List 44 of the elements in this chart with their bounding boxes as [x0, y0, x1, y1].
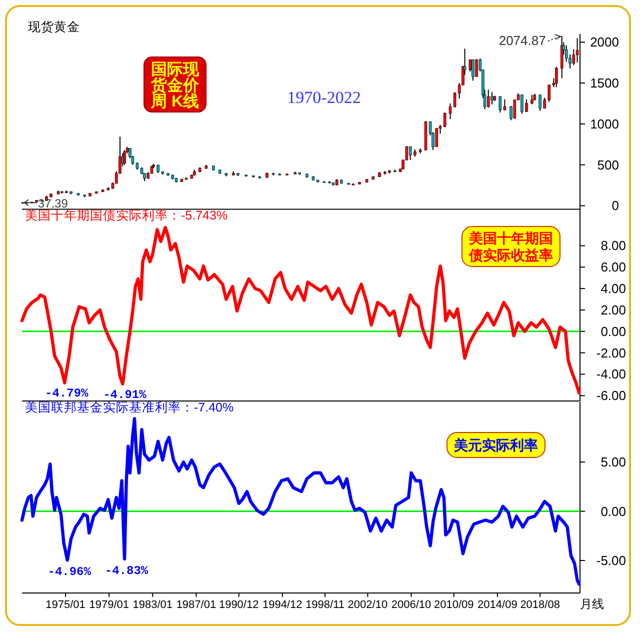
x-tick-label: 2002/10 — [348, 599, 388, 611]
y-tick-label: 0 — [612, 198, 619, 214]
x-tick-label: 1979/01 — [89, 599, 129, 611]
annotation: 美元实际利率 — [453, 437, 538, 454]
y-tick-label: 1000 — [590, 116, 619, 132]
annotation: -4.79% — [45, 386, 90, 401]
y-tick-label: 1500 — [590, 76, 619, 91]
y-tick-label: 2000 — [590, 34, 619, 50]
y-tick-label: 0.00 — [600, 324, 626, 339]
x-tick-label: 2010/09 — [434, 599, 474, 611]
label-box: 美元实际利率 — [446, 432, 546, 458]
annotation: 美国十年期国债实际收益率 — [468, 230, 553, 264]
text: 月线 — [580, 597, 604, 611]
annotation: -4.83% — [104, 564, 149, 578]
annotation: -4.91% — [103, 388, 148, 402]
x-tick-label: 1990/12 — [218, 599, 259, 611]
x-tick-label: 1987/01 — [176, 599, 216, 611]
annotation: 1970-2022 — [287, 88, 361, 107]
y-tick-label: 0.00 — [600, 504, 626, 519]
x-tick-label: 2014/09 — [478, 599, 518, 611]
y-tick-label: 8.00 — [600, 238, 626, 254]
y-tick-label: 5.00 — [600, 454, 626, 470]
annotation: 国际现货金价周 K线 — [150, 61, 200, 110]
x-tick-label: 1994/12 — [262, 599, 302, 611]
y-tick-label: 4.00 — [600, 281, 626, 296]
x-tick-label: 1975/01 — [46, 599, 86, 611]
y-tick-label: -2.00 — [596, 345, 626, 360]
y-tick-label: -6.00 — [596, 388, 626, 404]
annotation: -4.96% — [48, 565, 92, 580]
x-tick-label: 1998/11 — [306, 599, 345, 611]
y-tick-label: -4.00 — [596, 366, 626, 382]
annotation: 2074.87 — [498, 33, 546, 48]
y-tick-label: 6.00 — [600, 260, 626, 275]
x-tick-label: 1983/01 — [132, 599, 173, 611]
line-series — [20, 417, 581, 586]
y-tick-label: 2.00 — [600, 302, 626, 318]
x-tick-label: 2018/08 — [520, 599, 560, 611]
y-tick-label: -5.00 — [596, 553, 626, 568]
y-tick-label: 500 — [597, 157, 619, 172]
label-box: 美国十年期国债实际收益率 — [462, 226, 560, 267]
x-tick-label: 2006/10 — [391, 599, 432, 611]
chart-title: 美国联邦基金实际基准利率：-7.40% — [25, 400, 234, 414]
label-box: 国际现货金价周 K线 — [144, 56, 206, 112]
chart-title: 现货黄金 — [28, 20, 80, 34]
